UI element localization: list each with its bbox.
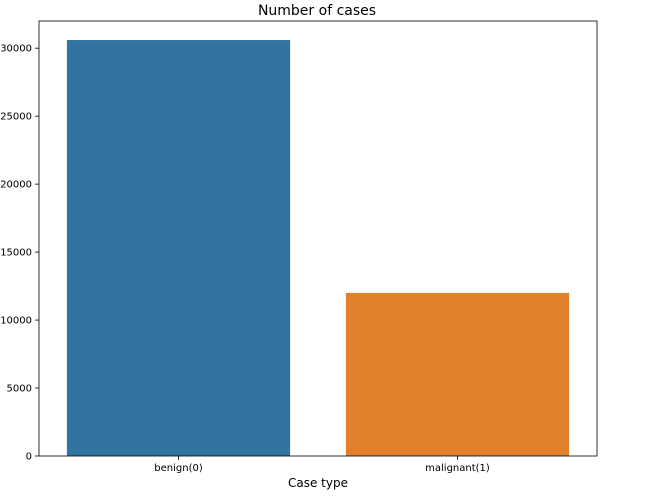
x-axis-label: Case type bbox=[288, 476, 348, 490]
y-tick-label: 0 bbox=[26, 452, 32, 463]
axes-frame bbox=[38, 20, 598, 457]
chart-title: Number of cases bbox=[258, 3, 376, 19]
plot-area bbox=[66, 40, 570, 456]
x-axis: benign(0) malignant(1) bbox=[154, 456, 490, 474]
y-tick-label: 20000 bbox=[0, 180, 32, 191]
y-axis: 0 5000 10000 15000 20000 25000 30000 bbox=[0, 44, 39, 463]
y-tick-label: 15000 bbox=[0, 248, 32, 259]
x-tick-label: malignant(1) bbox=[425, 463, 490, 474]
bar-malignant bbox=[345, 292, 570, 456]
y-tick-label: 30000 bbox=[0, 44, 32, 55]
y-tick-label: 25000 bbox=[0, 112, 32, 123]
y-tick-label: 10000 bbox=[0, 316, 32, 327]
bar-benign bbox=[66, 40, 291, 456]
y-tick-label: 5000 bbox=[7, 384, 32, 395]
x-tick-label: benign(0) bbox=[154, 463, 203, 474]
